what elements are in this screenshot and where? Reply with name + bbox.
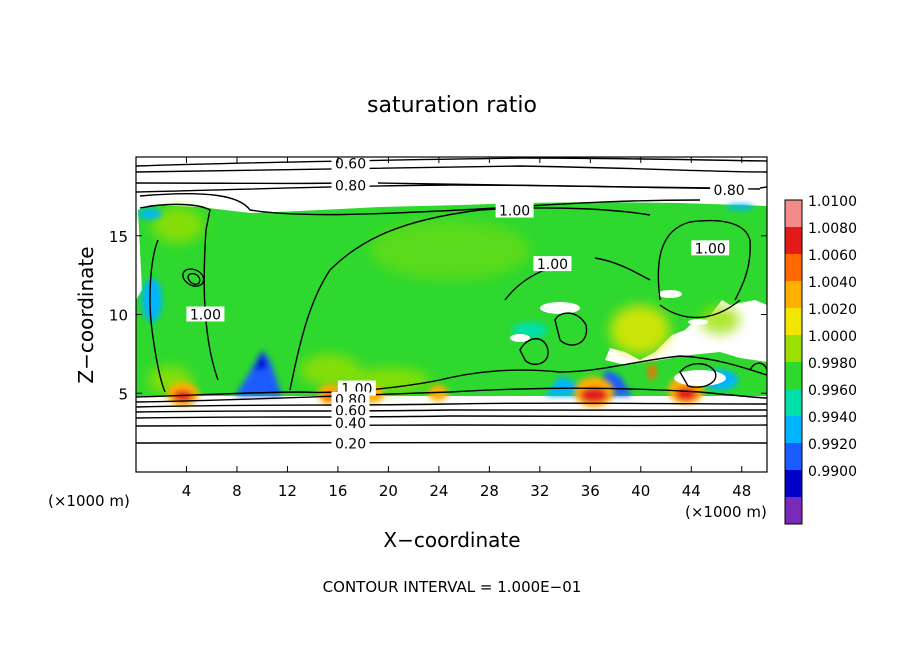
y-axis-label: Z−coordinate bbox=[74, 246, 98, 383]
colorbar-swatch bbox=[785, 308, 802, 335]
colorbar-swatch bbox=[785, 362, 802, 389]
plot-area: 0.600.80 0.801.001.001.001.001.000.800.60… bbox=[136, 156, 767, 472]
colorbar-swatch bbox=[785, 497, 802, 524]
contour-label: 0.40 bbox=[335, 416, 366, 432]
colorbar-swatch bbox=[785, 200, 802, 227]
x-tick-label: 12 bbox=[278, 482, 297, 500]
colorbar-label: 1.0020 bbox=[808, 302, 857, 318]
x-tick-label: 16 bbox=[328, 482, 347, 500]
colorbar-swatch bbox=[785, 443, 802, 470]
saturation-field bbox=[136, 202, 767, 396]
contour-label-bg bbox=[691, 240, 730, 256]
contour-label: 1.00 bbox=[537, 257, 568, 273]
x-tick-label: 8 bbox=[232, 482, 242, 500]
y-tick-label: 15 bbox=[109, 228, 128, 246]
colorbar-label: 1.0080 bbox=[808, 221, 857, 237]
contour-label: 0.80 bbox=[335, 178, 366, 194]
x-tick-label: 24 bbox=[429, 482, 448, 500]
x-units-right: (×1000 m) bbox=[685, 503, 767, 521]
contour-label: 1.00 bbox=[499, 204, 530, 220]
colorbar-swatch bbox=[785, 470, 802, 497]
colorbar-label: 1.0100 bbox=[808, 194, 857, 210]
contour-label-bg bbox=[710, 182, 749, 198]
x-tick-label: 4 bbox=[182, 482, 192, 500]
contour-lines bbox=[136, 157, 767, 444]
colorbar-swatch bbox=[785, 335, 802, 362]
colorbar-label: 1.0060 bbox=[808, 248, 857, 264]
contour-label-bg bbox=[495, 202, 534, 218]
contour-label: 0.80 bbox=[714, 183, 745, 199]
contour-interval-note: CONTOUR INTERVAL = 1.000E−01 bbox=[323, 578, 582, 596]
x-tick-label: 48 bbox=[732, 482, 751, 500]
contour-label: 0.60 bbox=[335, 156, 366, 172]
contour-label-bg bbox=[331, 177, 370, 193]
colorbar-label: 0.9960 bbox=[808, 383, 857, 399]
contour-label-bg bbox=[331, 402, 370, 418]
x-tick-label: 36 bbox=[581, 482, 600, 500]
x-units-left: (×1000 m) bbox=[48, 492, 130, 510]
colorbar-label: 1.0000 bbox=[808, 329, 857, 345]
colorbar-label: 0.9980 bbox=[808, 356, 857, 372]
contour-label-bg bbox=[331, 435, 370, 451]
contour-label-bg bbox=[186, 306, 225, 322]
contour-label-bg bbox=[533, 256, 572, 272]
colorbar-label: 1.0040 bbox=[808, 275, 857, 291]
colorbar-swatch bbox=[785, 227, 802, 254]
chart-title: saturation ratio bbox=[367, 93, 537, 118]
x-tick-label: 32 bbox=[530, 482, 549, 500]
x-axis-label: X−coordinate bbox=[383, 528, 520, 552]
colorbar-swatch bbox=[785, 389, 802, 416]
colorbar-frame bbox=[784, 199, 803, 525]
colorbar-label: 0.9900 bbox=[808, 464, 857, 480]
contour-label-bg bbox=[331, 157, 370, 171]
colorbar-swatch bbox=[785, 281, 802, 308]
contour-label: 1.00 bbox=[695, 241, 726, 257]
contour-label: 0.20 bbox=[335, 437, 366, 453]
y-tick-label: 5 bbox=[118, 385, 128, 403]
colorbar-swatch bbox=[785, 416, 802, 443]
x-tick-label: 28 bbox=[480, 482, 499, 500]
y-tick-label: 10 bbox=[109, 307, 128, 325]
colorbar-label: 0.9940 bbox=[808, 410, 857, 426]
x-tick-label: 44 bbox=[682, 482, 701, 500]
contour-label: 1.00 bbox=[190, 308, 221, 324]
colorbar-swatch bbox=[785, 254, 802, 281]
x-tick-label: 40 bbox=[631, 482, 650, 500]
x-tick-label: 20 bbox=[379, 482, 398, 500]
colorbar-label: 0.9920 bbox=[808, 437, 857, 453]
contour-label-bg bbox=[331, 415, 370, 431]
